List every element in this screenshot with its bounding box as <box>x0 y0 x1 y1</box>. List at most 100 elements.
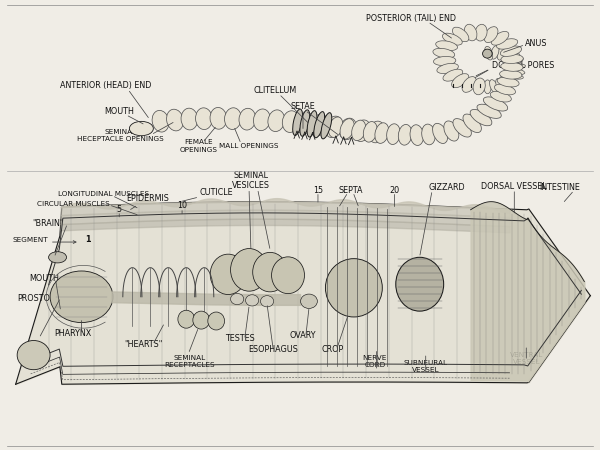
Ellipse shape <box>508 58 523 67</box>
Ellipse shape <box>437 63 458 73</box>
Ellipse shape <box>436 41 458 50</box>
Ellipse shape <box>301 294 317 308</box>
Ellipse shape <box>353 120 371 141</box>
Ellipse shape <box>193 311 209 329</box>
Ellipse shape <box>452 27 469 42</box>
Ellipse shape <box>178 310 194 328</box>
Text: ESOPHAGUS: ESOPHAGUS <box>248 345 298 354</box>
Text: PROSTOMIUM: PROSTOMIUM <box>17 294 73 303</box>
Ellipse shape <box>442 33 462 45</box>
Ellipse shape <box>433 123 448 144</box>
Text: 1: 1 <box>85 235 90 244</box>
Ellipse shape <box>503 75 518 85</box>
Text: SEMINAL
RECEPTACLES: SEMINAL RECEPTACLES <box>164 355 215 368</box>
Ellipse shape <box>196 108 212 130</box>
Ellipse shape <box>452 74 469 88</box>
Ellipse shape <box>484 80 491 94</box>
Ellipse shape <box>484 27 498 43</box>
Ellipse shape <box>321 112 332 139</box>
Ellipse shape <box>293 109 302 135</box>
Ellipse shape <box>230 248 268 291</box>
Ellipse shape <box>507 68 525 75</box>
Ellipse shape <box>210 108 227 129</box>
Text: ANUS: ANUS <box>524 39 547 48</box>
Text: NERVE
CORD: NERVE CORD <box>362 355 387 368</box>
Ellipse shape <box>368 121 385 143</box>
Text: MOUTH: MOUTH <box>29 274 59 283</box>
Ellipse shape <box>505 73 523 79</box>
Ellipse shape <box>152 110 169 132</box>
Ellipse shape <box>398 125 412 145</box>
Text: "BRAIN": "BRAIN" <box>32 219 64 228</box>
Text: SEMINAL
VESICLES: SEMINAL VESICLES <box>232 171 270 190</box>
Ellipse shape <box>482 49 492 58</box>
Text: EPIDERMIS: EPIDERMIS <box>126 194 169 209</box>
Ellipse shape <box>396 257 443 311</box>
Ellipse shape <box>496 39 518 49</box>
Text: SEPTA: SEPTA <box>338 186 363 195</box>
Text: 5: 5 <box>116 205 122 214</box>
Ellipse shape <box>167 109 184 131</box>
Text: DORSAL PORES: DORSAL PORES <box>491 61 554 70</box>
Ellipse shape <box>230 293 244 305</box>
Ellipse shape <box>477 104 501 118</box>
Ellipse shape <box>485 46 493 60</box>
Ellipse shape <box>504 54 520 63</box>
Text: TESTES: TESTES <box>225 334 255 343</box>
Ellipse shape <box>484 97 508 111</box>
Text: CUTICLE: CUTICLE <box>182 188 233 201</box>
Ellipse shape <box>210 254 246 295</box>
Text: ANTERIOR (HEAD) END: ANTERIOR (HEAD) END <box>60 81 151 90</box>
Text: OVARY: OVARY <box>290 331 316 340</box>
Ellipse shape <box>410 125 424 145</box>
Ellipse shape <box>463 114 481 132</box>
Ellipse shape <box>325 116 343 138</box>
Ellipse shape <box>386 124 400 144</box>
Text: CLITELLUM: CLITELLUM <box>253 86 296 94</box>
Ellipse shape <box>340 118 356 140</box>
Ellipse shape <box>500 76 511 89</box>
Ellipse shape <box>433 48 455 58</box>
Ellipse shape <box>50 271 113 323</box>
Ellipse shape <box>253 109 270 130</box>
Ellipse shape <box>497 46 505 60</box>
Ellipse shape <box>491 32 509 45</box>
Text: VENTRAL
VESSEL: VENTRAL VESSEL <box>509 351 543 364</box>
Ellipse shape <box>470 109 492 126</box>
Ellipse shape <box>443 69 463 81</box>
Text: CIRCULAR MUSCLES: CIRCULAR MUSCLES <box>37 201 109 207</box>
Ellipse shape <box>494 84 515 95</box>
Ellipse shape <box>501 62 523 71</box>
Ellipse shape <box>496 78 504 92</box>
Ellipse shape <box>272 257 304 294</box>
Ellipse shape <box>453 119 472 137</box>
Ellipse shape <box>208 312 224 330</box>
Ellipse shape <box>268 110 284 131</box>
Ellipse shape <box>296 112 314 134</box>
Ellipse shape <box>300 110 310 136</box>
Ellipse shape <box>17 341 50 370</box>
Ellipse shape <box>497 77 519 87</box>
Ellipse shape <box>329 117 343 137</box>
Text: INTESTINE: INTESTINE <box>539 183 580 192</box>
Ellipse shape <box>314 112 325 138</box>
Text: DORSAL VESSEL: DORSAL VESSEL <box>481 182 547 191</box>
Ellipse shape <box>283 111 299 132</box>
Ellipse shape <box>473 78 485 95</box>
Ellipse shape <box>245 295 259 306</box>
Ellipse shape <box>500 70 522 79</box>
Ellipse shape <box>253 252 287 292</box>
Ellipse shape <box>307 111 317 137</box>
Text: MOUTH: MOUTH <box>104 107 134 116</box>
Ellipse shape <box>507 64 526 70</box>
Text: SEMINAL
HECEPTACLE OPENINGS: SEMINAL HECEPTACLE OPENINGS <box>77 129 164 142</box>
Text: SEGMENT: SEGMENT <box>13 237 48 243</box>
Ellipse shape <box>325 259 382 317</box>
Ellipse shape <box>490 80 498 93</box>
Ellipse shape <box>502 49 512 61</box>
Text: FEMALE
OPENINGS: FEMALE OPENINGS <box>179 140 217 153</box>
Text: GIZZARD: GIZZARD <box>428 184 465 193</box>
Ellipse shape <box>462 76 476 92</box>
Ellipse shape <box>130 122 154 136</box>
Text: 20: 20 <box>389 186 400 195</box>
